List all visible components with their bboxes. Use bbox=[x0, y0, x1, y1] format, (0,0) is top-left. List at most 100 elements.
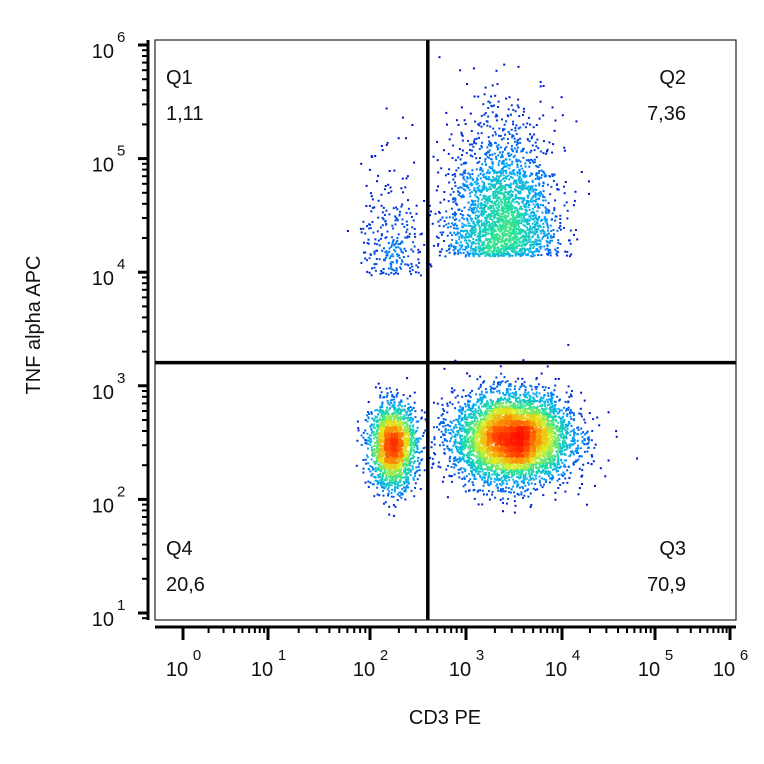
event-dot bbox=[391, 405, 394, 408]
event-dot bbox=[517, 127, 520, 130]
event-dot bbox=[529, 397, 532, 399]
event-dot bbox=[524, 484, 527, 487]
event-dot bbox=[552, 393, 555, 396]
event-dot bbox=[468, 375, 471, 378]
event-dot bbox=[406, 224, 409, 226]
event-dot bbox=[407, 463, 410, 466]
event-dot bbox=[500, 156, 502, 159]
event-dot bbox=[472, 414, 475, 417]
event-dot bbox=[452, 419, 455, 422]
event-dot bbox=[555, 215, 558, 218]
event-dot bbox=[506, 201, 509, 203]
event-dot bbox=[466, 452, 469, 455]
event-dot bbox=[362, 467, 365, 470]
event-dot bbox=[505, 162, 508, 165]
event-dot bbox=[378, 244, 381, 247]
event-dot bbox=[462, 444, 465, 447]
event-dot bbox=[467, 394, 470, 397]
event-dot bbox=[461, 196, 463, 199]
event-dot bbox=[498, 238, 501, 241]
event-dot bbox=[519, 186, 522, 189]
event-dot bbox=[497, 187, 500, 190]
event-dot bbox=[528, 398, 531, 401]
event-dot bbox=[454, 211, 456, 214]
event-dot bbox=[549, 400, 552, 403]
event-dot bbox=[487, 468, 490, 471]
event-dot bbox=[543, 216, 546, 219]
event-dot bbox=[570, 425, 573, 427]
event-dot bbox=[494, 236, 497, 239]
event-dot bbox=[356, 439, 359, 442]
event-dot bbox=[466, 214, 469, 217]
event-dot bbox=[544, 220, 547, 223]
event-dot bbox=[385, 223, 388, 226]
event-dot bbox=[539, 404, 542, 407]
event-dot bbox=[506, 205, 509, 208]
event-dot bbox=[485, 186, 488, 189]
event-dot bbox=[519, 215, 522, 218]
event-dot bbox=[476, 209, 479, 212]
event-dot bbox=[520, 405, 523, 408]
event-dot bbox=[524, 474, 527, 477]
event-dot bbox=[560, 96, 563, 99]
event-dot bbox=[453, 466, 456, 469]
event-dot bbox=[555, 410, 558, 413]
event-dot bbox=[517, 98, 520, 101]
event-dot bbox=[468, 458, 471, 461]
event-dot bbox=[500, 396, 503, 399]
event-dot bbox=[461, 139, 464, 142]
event-dot bbox=[542, 226, 545, 229]
event-dot bbox=[376, 493, 379, 496]
event-dot bbox=[498, 201, 501, 204]
event-dot bbox=[520, 253, 523, 256]
event-dot bbox=[546, 401, 549, 404]
event-dot bbox=[515, 236, 518, 239]
event-dot bbox=[559, 409, 561, 412]
event-dot bbox=[473, 468, 476, 471]
event-dot bbox=[494, 472, 497, 475]
event-dot bbox=[555, 415, 558, 418]
event-dot bbox=[436, 426, 438, 429]
event-dot bbox=[501, 224, 504, 227]
event-dot bbox=[504, 184, 507, 186]
event-dot bbox=[542, 232, 545, 235]
event-dot bbox=[462, 455, 465, 458]
event-dot bbox=[362, 227, 365, 230]
event-dot bbox=[415, 466, 418, 469]
event-dot bbox=[442, 434, 445, 437]
event-dot bbox=[364, 441, 367, 444]
event-dot bbox=[473, 223, 476, 226]
event-dot bbox=[529, 188, 531, 191]
event-dot bbox=[549, 239, 552, 242]
event-dot bbox=[578, 412, 581, 415]
event-dot bbox=[563, 149, 566, 152]
event-dot bbox=[541, 486, 544, 489]
event-dot bbox=[413, 475, 416, 478]
event-dot bbox=[505, 244, 508, 247]
event-dot bbox=[544, 233, 547, 236]
event-dot bbox=[560, 422, 563, 425]
event-dot bbox=[492, 210, 495, 213]
event-dot bbox=[393, 169, 396, 172]
event-dot bbox=[487, 183, 490, 185]
event-dot bbox=[492, 220, 495, 223]
event-dot bbox=[564, 465, 567, 468]
event-dot bbox=[524, 396, 527, 399]
event-dot bbox=[499, 218, 502, 221]
event-dot bbox=[514, 252, 517, 255]
event-dot bbox=[518, 477, 521, 480]
event-dot bbox=[477, 462, 480, 465]
event-dot bbox=[529, 247, 532, 250]
event-dot bbox=[507, 208, 510, 211]
event-dot bbox=[557, 473, 560, 476]
event-dot bbox=[403, 471, 406, 474]
event-dot bbox=[504, 475, 507, 478]
event-dot bbox=[457, 457, 460, 460]
event-dot bbox=[462, 195, 465, 198]
event-dot bbox=[557, 421, 560, 424]
event-dot bbox=[491, 493, 494, 496]
event-dot bbox=[491, 387, 494, 389]
event-dot bbox=[390, 390, 392, 393]
event-dot bbox=[370, 458, 373, 461]
event-dot bbox=[564, 429, 567, 432]
